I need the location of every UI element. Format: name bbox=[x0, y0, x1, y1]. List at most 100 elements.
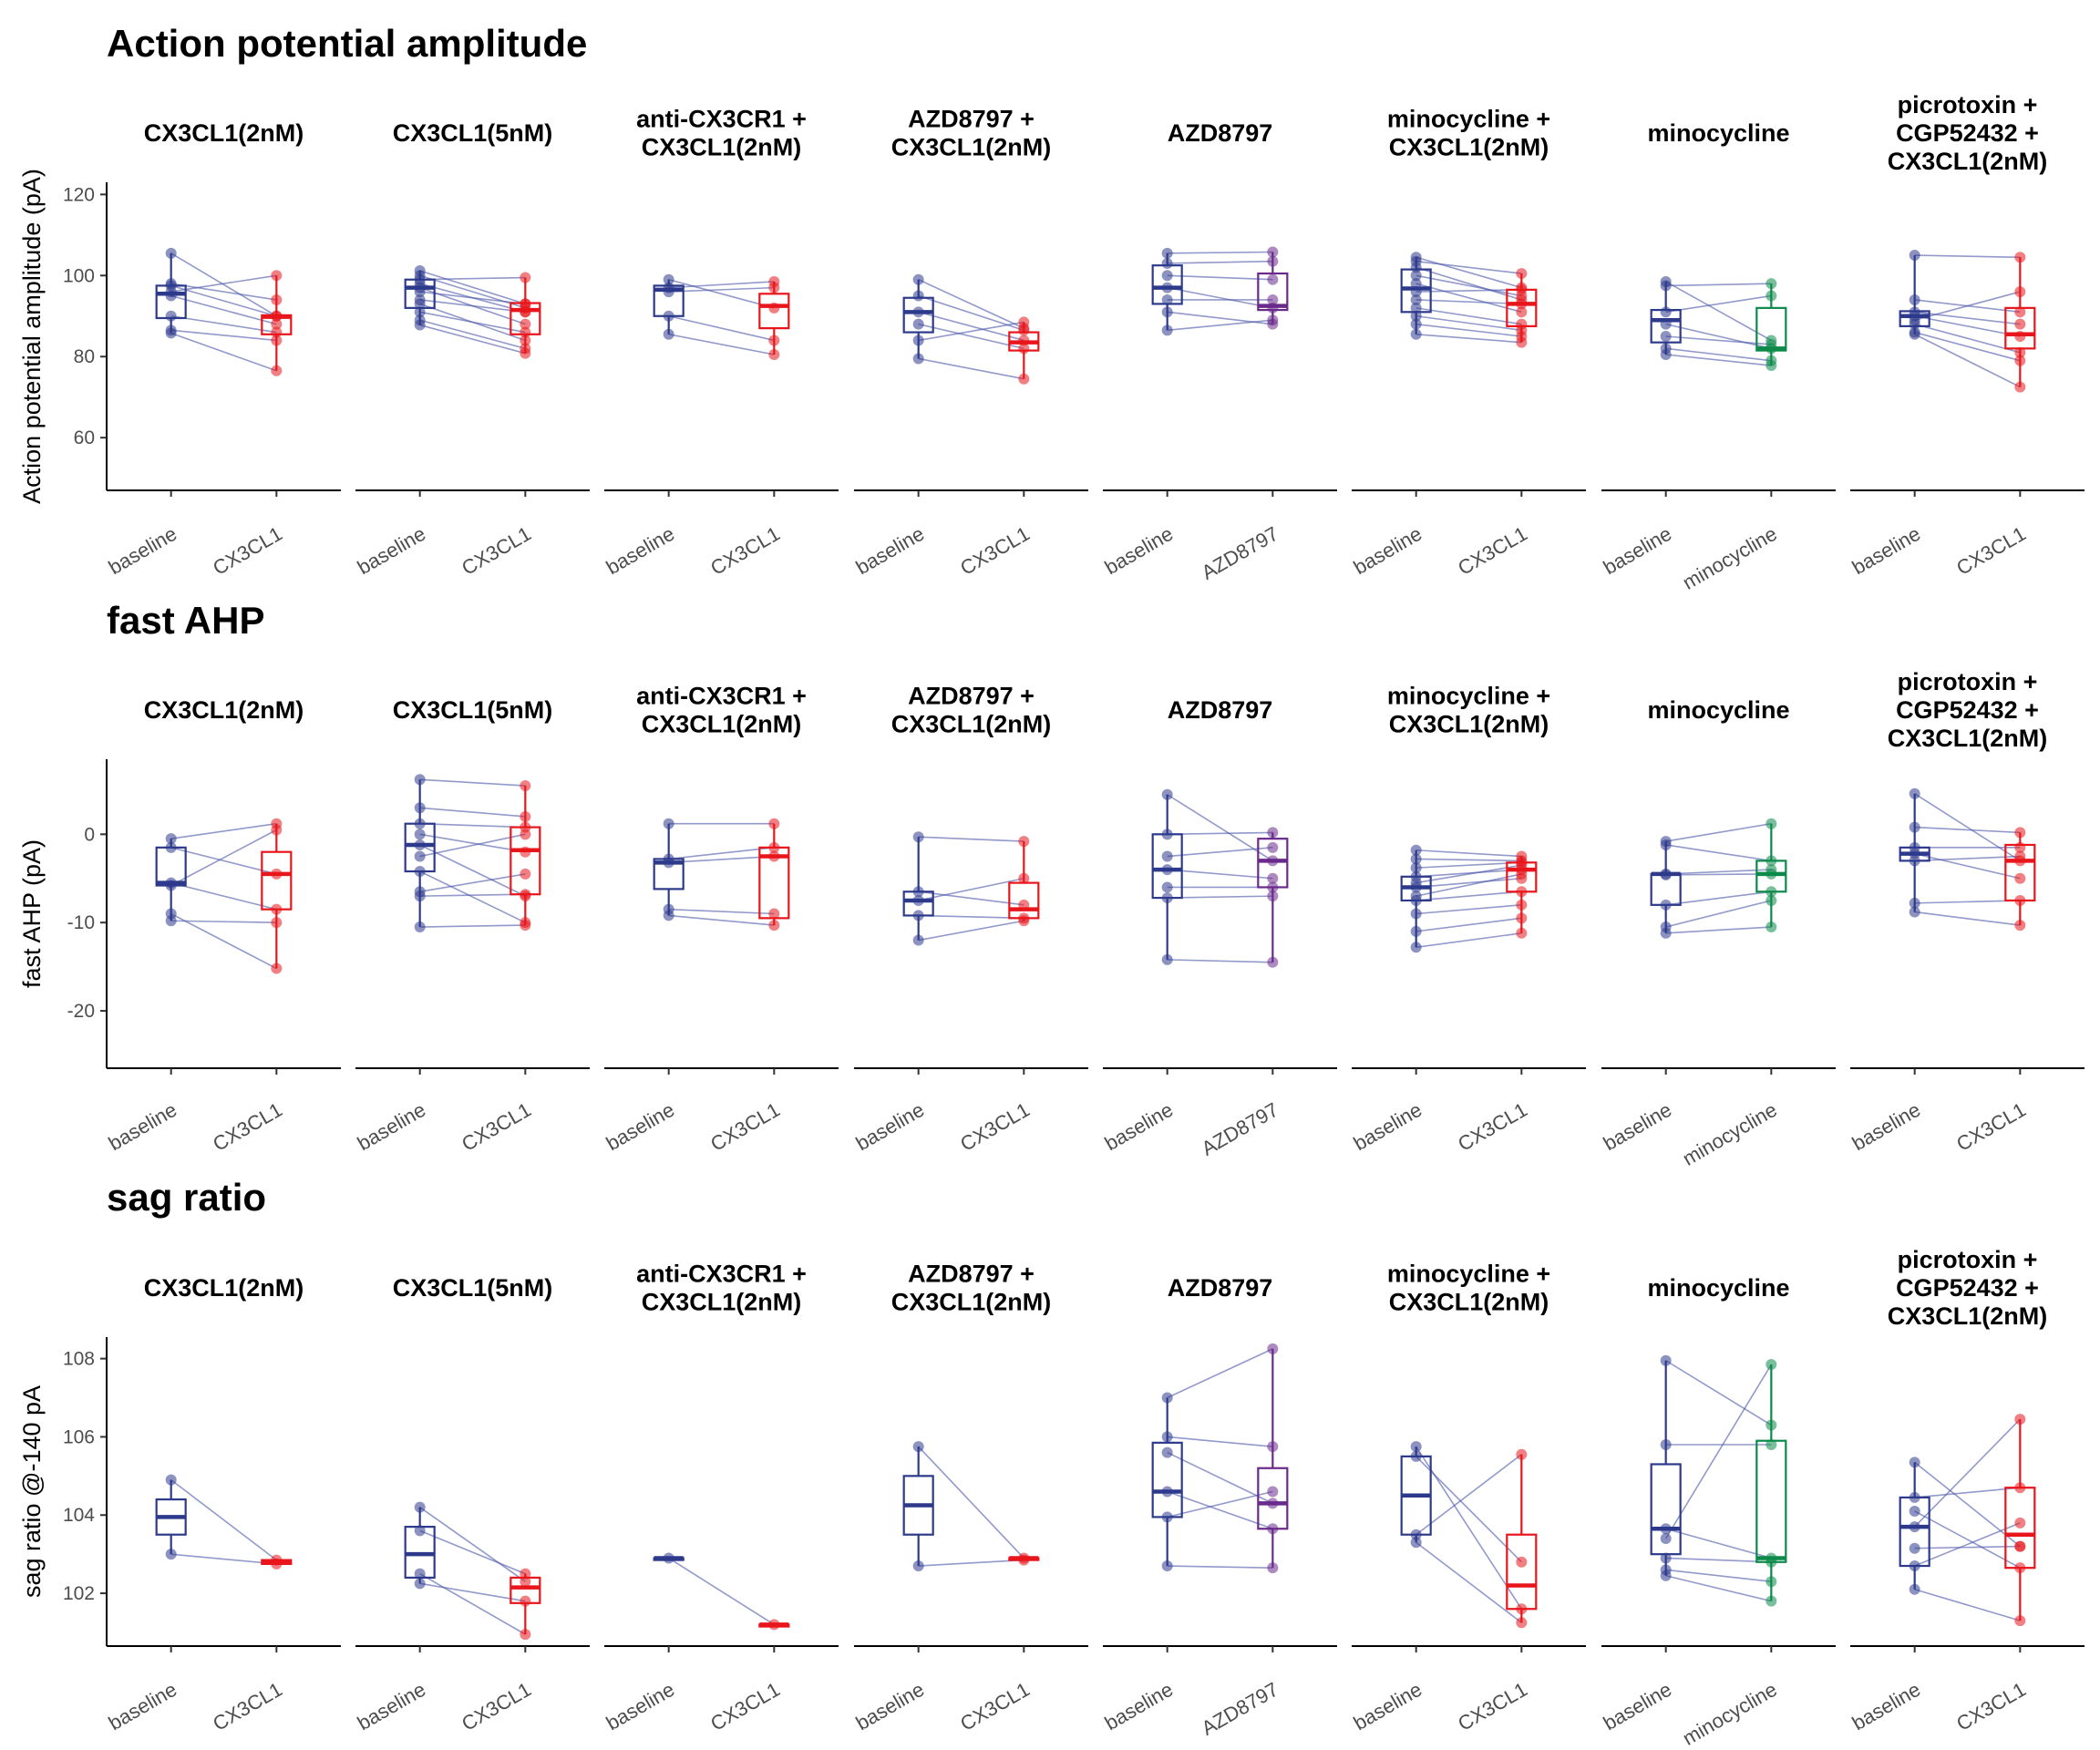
data-point bbox=[1267, 273, 1279, 285]
y-tick-label: 0 bbox=[84, 824, 95, 845]
data-point bbox=[1660, 1570, 1672, 1581]
data-point bbox=[1765, 1595, 1777, 1607]
facet-title: picrotoxin + bbox=[1898, 1246, 2038, 1273]
pair-line bbox=[1914, 1418, 2021, 1528]
data-point bbox=[2014, 346, 2026, 358]
data-point bbox=[2014, 1482, 2026, 1494]
data-point bbox=[271, 1558, 283, 1570]
pair-line bbox=[918, 920, 1024, 942]
data-point bbox=[1161, 1486, 1173, 1498]
x-tick-label: baseline bbox=[1848, 1678, 1924, 1735]
x-tick-label: minocycline bbox=[1679, 1098, 1781, 1170]
pair-line bbox=[1167, 1490, 1273, 1518]
data-point bbox=[912, 353, 924, 365]
data-point bbox=[1909, 293, 1920, 305]
pair-line bbox=[1415, 323, 1522, 337]
facet-panel: CX3CL1(5nM) baseline CX3CL1 bbox=[354, 696, 590, 1156]
x-tick-label: baseline bbox=[1101, 522, 1177, 580]
pair-line bbox=[170, 1478, 277, 1561]
data-point bbox=[1909, 906, 1920, 918]
pair-line bbox=[419, 319, 526, 350]
data-point bbox=[912, 1441, 924, 1453]
data-point bbox=[271, 917, 283, 929]
x-tick-label: baseline bbox=[354, 522, 429, 580]
data-point bbox=[1267, 293, 1279, 305]
data-point bbox=[663, 818, 674, 829]
data-point bbox=[1410, 1529, 1422, 1540]
pair-line bbox=[419, 291, 526, 305]
facet-title: CX3CL1(5nM) bbox=[393, 1274, 553, 1302]
pair-line bbox=[419, 270, 526, 305]
pair-line bbox=[170, 332, 277, 372]
facet-title: minocycline + bbox=[1387, 106, 1550, 133]
pair-line bbox=[419, 807, 526, 818]
x-tick-label: CX3CL1 bbox=[706, 1678, 784, 1735]
data-point bbox=[1909, 788, 1920, 799]
pair-line bbox=[918, 914, 1024, 920]
data-point bbox=[1516, 336, 1528, 348]
data-point bbox=[1410, 862, 1422, 874]
data-point bbox=[1161, 1560, 1173, 1572]
x-tick-label: CX3CL1 bbox=[458, 1098, 535, 1156]
data-point bbox=[1410, 844, 1422, 856]
data-point bbox=[2014, 1414, 2026, 1426]
pair-line bbox=[1665, 354, 1772, 366]
pair-line bbox=[1167, 847, 1273, 858]
pair-line bbox=[1665, 926, 1772, 934]
data-point bbox=[1267, 872, 1279, 884]
data-point bbox=[1161, 324, 1173, 336]
data-point bbox=[1267, 881, 1279, 893]
data-point bbox=[912, 934, 924, 946]
data-point bbox=[2014, 286, 2026, 298]
pair-line bbox=[1415, 932, 1522, 949]
pair-line bbox=[170, 1553, 277, 1565]
facet-title: minocycline bbox=[1647, 696, 1789, 724]
data-point bbox=[663, 1552, 674, 1564]
pair-line bbox=[668, 908, 775, 915]
data-point bbox=[1161, 1511, 1173, 1523]
data-point bbox=[1410, 1450, 1422, 1462]
data-point bbox=[271, 365, 283, 376]
box bbox=[1506, 1533, 1538, 1611]
data-point bbox=[165, 1474, 177, 1486]
data-point bbox=[1909, 1457, 1920, 1468]
data-point bbox=[165, 247, 177, 259]
pair-line bbox=[1914, 291, 2021, 321]
pair-line bbox=[1914, 826, 2021, 834]
facet-title: CX3CL1(2nM) bbox=[891, 1289, 1052, 1316]
pair-line bbox=[668, 333, 775, 355]
pair-line bbox=[918, 323, 1024, 350]
y-tick-label: 102 bbox=[63, 1583, 95, 1604]
facet-panel: minocycline +CX3CL1(2nM) baseline CX3CL1 bbox=[1350, 106, 1586, 580]
data-point bbox=[1909, 1505, 1920, 1517]
facet-title: anti-CX3CR1 + bbox=[636, 106, 807, 133]
data-point bbox=[1267, 1486, 1279, 1498]
data-point bbox=[1765, 1359, 1777, 1371]
data-point bbox=[1516, 283, 1528, 295]
pair-line bbox=[1665, 1557, 1772, 1563]
x-tick-label: baseline bbox=[852, 1678, 928, 1735]
data-point bbox=[1660, 1523, 1672, 1535]
x-tick-label: CX3CL1 bbox=[458, 1678, 535, 1735]
pair-line bbox=[1415, 849, 1522, 858]
pair-line bbox=[1415, 1454, 1522, 1536]
pair-line bbox=[419, 870, 526, 923]
facet-panel: AZD8797 baseline AZD8797 bbox=[1101, 119, 1337, 584]
data-point bbox=[1909, 328, 1920, 340]
data-point bbox=[520, 920, 531, 932]
data-point bbox=[414, 306, 426, 318]
data-point bbox=[2014, 827, 2026, 839]
pair-line bbox=[1665, 281, 1772, 342]
y-axis-label: sag ratio @-140 pA bbox=[18, 1385, 46, 1598]
facet-panel: minocycline +CX3CL1(2nM) baseline CX3CL1 bbox=[1350, 683, 1586, 1156]
data-point bbox=[520, 1629, 531, 1641]
facet-panel: CX3CL1(2nM) baseline CX3CL1 bbox=[105, 696, 341, 1156]
pair-line bbox=[170, 881, 277, 911]
facet-panel: AZD8797 +CX3CL1(2nM) baseline CX3CL1 bbox=[852, 1261, 1088, 1735]
x-tick-label: baseline bbox=[602, 522, 678, 580]
x-tick-label: CX3CL1 bbox=[1454, 522, 1531, 580]
data-point bbox=[1410, 908, 1422, 920]
x-tick-label: CX3CL1 bbox=[956, 522, 1034, 580]
data-point bbox=[912, 318, 924, 330]
